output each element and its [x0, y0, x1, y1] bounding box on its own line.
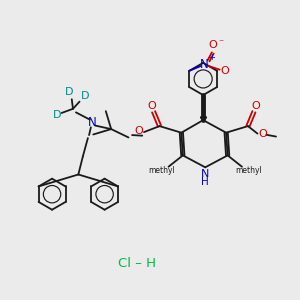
Text: D: D — [52, 110, 61, 120]
Text: methyl: methyl — [148, 166, 175, 175]
Text: O: O — [209, 40, 218, 50]
Text: H: H — [201, 177, 209, 187]
Text: N: N — [201, 169, 209, 179]
Text: D: D — [65, 87, 74, 97]
Text: O: O — [258, 129, 267, 139]
Text: O: O — [135, 127, 143, 136]
Text: methyl: methyl — [235, 166, 262, 175]
Text: +: + — [208, 52, 215, 62]
Text: O: O — [220, 66, 229, 76]
Text: D: D — [81, 91, 89, 101]
Text: O: O — [148, 101, 157, 111]
Text: ⁻: ⁻ — [218, 38, 224, 48]
Text: N: N — [200, 58, 209, 71]
Text: Cl – H: Cl – H — [118, 257, 156, 270]
Text: O: O — [251, 101, 260, 111]
Text: N: N — [88, 116, 97, 129]
